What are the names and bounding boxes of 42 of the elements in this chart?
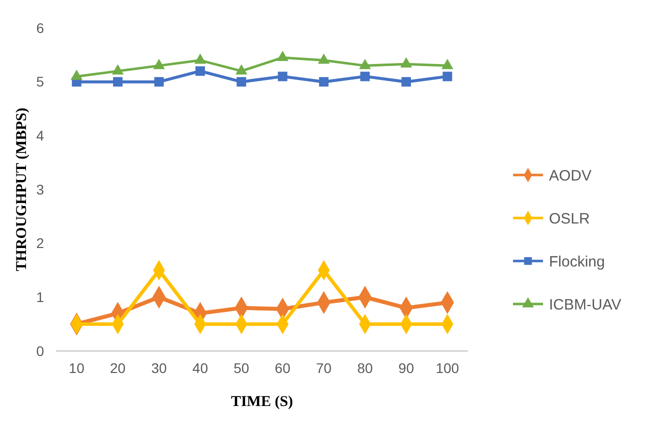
point — [154, 77, 164, 87]
y-tick-label: 5 — [36, 74, 44, 90]
point — [113, 77, 123, 87]
point — [318, 54, 330, 64]
y-tick-label: 2 — [36, 235, 44, 252]
point — [236, 77, 246, 87]
point — [153, 58, 165, 70]
point — [319, 77, 329, 87]
point — [236, 64, 248, 74]
x-tick-label: 10 — [68, 360, 85, 376]
point — [112, 64, 124, 74]
x-tick-label: 100 — [436, 360, 460, 376]
y-tick-label: 6 — [36, 20, 44, 36]
y-tick-label: 4 — [36, 128, 44, 144]
point — [442, 58, 454, 70]
x-tick-label: 50 — [234, 360, 250, 376]
point — [194, 54, 206, 64]
legend-label: Flocking — [549, 253, 605, 270]
x-tick-label: 20 — [110, 360, 126, 376]
x-tick-label: 60 — [274, 360, 291, 376]
point — [401, 77, 411, 87]
point — [400, 57, 412, 68]
point — [276, 50, 288, 62]
x-tick-label: 90 — [398, 360, 414, 376]
x-tick-label: 80 — [357, 360, 373, 376]
y-tick-label: 3 — [36, 181, 44, 198]
point — [195, 66, 205, 76]
x-tick-label: 30 — [151, 360, 167, 376]
point — [442, 72, 452, 82]
point — [278, 72, 288, 82]
x-tick-label: 70 — [316, 360, 332, 376]
legend-label: ICBM-UAV — [549, 296, 622, 314]
x-tick-label: 40 — [192, 360, 208, 376]
point — [360, 72, 370, 82]
point — [359, 58, 371, 70]
y-tick-label: 1 — [36, 289, 44, 306]
point — [70, 70, 82, 80]
y-tick-label: 0 — [36, 342, 44, 359]
legend-label: OSLR — [549, 210, 590, 228]
x-axis-title: TIME (S) — [230, 394, 294, 410]
y-axis-title: THROUGHPUT (MBPS) — [14, 108, 30, 272]
legend-label: AODV — [549, 167, 592, 184]
